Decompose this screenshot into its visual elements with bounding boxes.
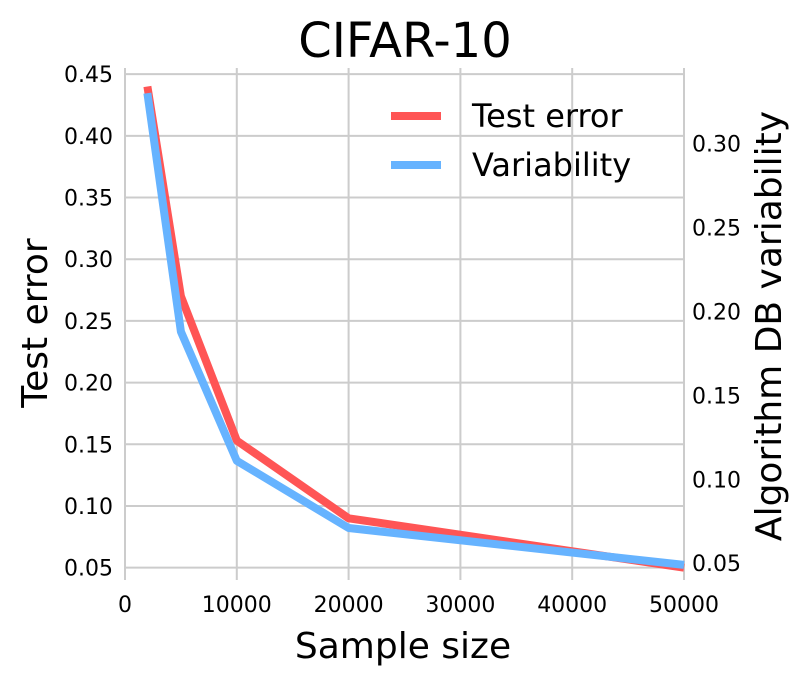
y2-tick-label: 0.20 — [692, 300, 741, 325]
y-tick-label: 0.40 — [64, 125, 113, 150]
y2-tick-label: 0.05 — [692, 552, 741, 577]
x-tick-label: 40000 — [537, 593, 607, 618]
y2-tick-label: 0.10 — [692, 468, 741, 493]
x-tick-label: 0 — [118, 593, 132, 618]
y-tick-label: 0.25 — [64, 310, 113, 335]
y-tick-label: 0.30 — [64, 248, 113, 273]
chart-title: CIFAR-10 — [298, 13, 512, 69]
x-tick-label: 50000 — [649, 593, 719, 618]
y-tick-label: 0.45 — [64, 63, 113, 88]
grid — [124, 68, 685, 580]
legend-label-variability: Variability — [472, 146, 631, 184]
x-tick-label: 30000 — [425, 593, 495, 618]
y2-tick-label: 0.25 — [692, 216, 741, 241]
y-tick-label: 0.20 — [64, 372, 113, 397]
y2-tick-label: 0.30 — [692, 133, 741, 158]
x-tick-label: 10000 — [202, 593, 272, 618]
tick-labels: 0 10000 20000 30000 40000 50000 0.05 0.10 0.15 0.… — [64, 63, 741, 618]
y-axis-title: Test error — [15, 238, 56, 409]
y-tick-label: 0.35 — [64, 187, 113, 212]
y-tick-label: 0.05 — [64, 557, 113, 582]
series-line-variability — [143, 92, 685, 569]
x-axis-title: Sample size — [295, 626, 511, 667]
legend: Test error Variability — [391, 97, 631, 184]
x-tick-label: 20000 — [314, 593, 384, 618]
y2-axis-title: Algorithm DB variability — [749, 111, 790, 541]
y-tick-label: 0.10 — [64, 495, 113, 520]
legend-label-test-error: Test error — [471, 97, 624, 135]
y2-tick-label: 0.15 — [692, 384, 741, 409]
series-lines — [143, 85, 685, 572]
y-tick-label: 0.15 — [64, 433, 113, 458]
